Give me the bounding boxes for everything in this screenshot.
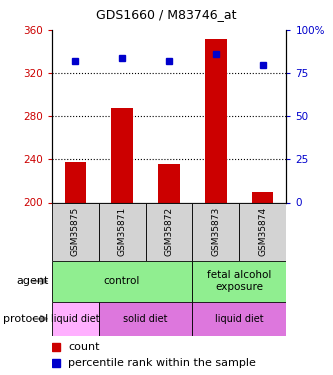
Text: solid diet: solid diet <box>123 314 168 324</box>
Bar <box>52 202 99 261</box>
Bar <box>99 302 192 336</box>
Bar <box>52 302 99 336</box>
Text: protocol: protocol <box>3 314 48 324</box>
Text: liquid diet: liquid diet <box>215 314 264 324</box>
Text: GDS1660 / M83746_at: GDS1660 / M83746_at <box>96 8 237 21</box>
Bar <box>65 162 86 202</box>
Text: GSM35875: GSM35875 <box>71 207 80 256</box>
Text: control: control <box>104 276 140 286</box>
Text: percentile rank within the sample: percentile rank within the sample <box>68 358 256 368</box>
Bar <box>146 202 192 261</box>
Bar <box>99 202 146 261</box>
Text: GSM35874: GSM35874 <box>258 207 267 256</box>
Text: GSM35872: GSM35872 <box>165 207 173 256</box>
Bar <box>192 302 286 336</box>
Bar <box>192 202 239 261</box>
Bar <box>205 39 226 203</box>
Bar <box>112 108 133 202</box>
Text: count: count <box>68 342 100 352</box>
Bar <box>159 164 179 202</box>
Text: liquid diet: liquid diet <box>51 314 100 324</box>
Bar <box>252 192 273 202</box>
Bar <box>192 261 286 302</box>
Text: agent: agent <box>16 276 48 286</box>
Bar <box>239 202 286 261</box>
Bar <box>52 261 192 302</box>
Text: GSM35873: GSM35873 <box>211 207 220 256</box>
Text: GSM35871: GSM35871 <box>118 207 127 256</box>
Text: fetal alcohol
exposure: fetal alcohol exposure <box>207 270 272 292</box>
